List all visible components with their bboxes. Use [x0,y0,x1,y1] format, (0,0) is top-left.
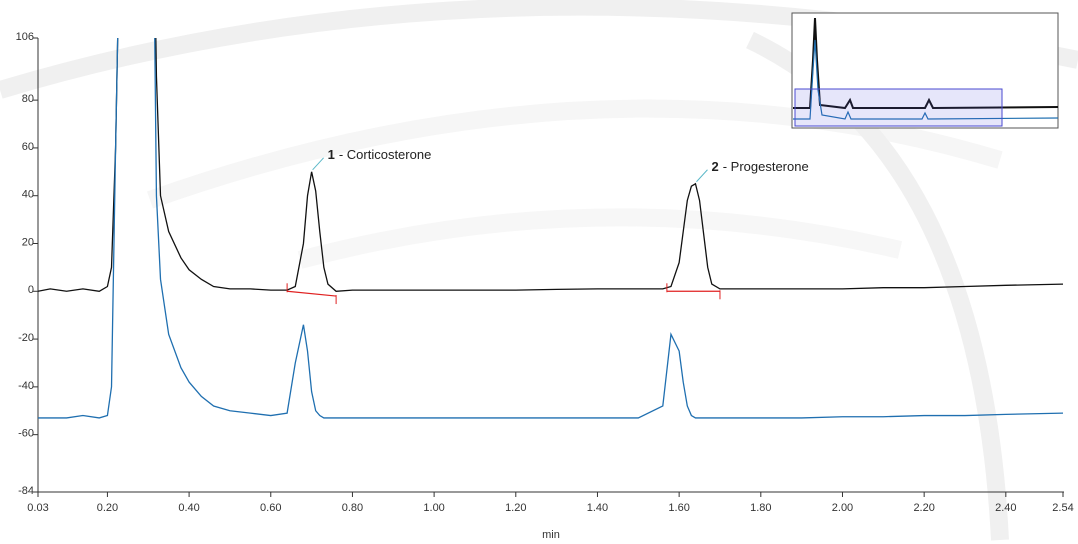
x-tick-label: 2.40 [995,502,1016,514]
y-tick-label: -60 [18,428,34,440]
y-tick-label: 60 [22,141,34,153]
annotation-connector [312,157,324,171]
series-line [38,38,1064,419]
y-tick-label: 80 [22,93,34,105]
x-tick-label: 1.20 [505,502,526,514]
y-tick-label: 106 [16,31,34,43]
inset-line [793,39,1059,120]
x-tick-label: 1.00 [423,502,444,514]
x-tick-label: 0.80 [342,502,363,514]
x-axis-label: min [542,529,560,541]
y-tick-label: 0 [28,284,34,296]
x-tick-label: 1.60 [668,502,689,514]
integration-baseline [287,290,337,297]
y-tick-label: -84 [18,485,34,497]
peak-name: - Progesterone [723,159,809,174]
peak-name: - Corticosterone [339,147,431,162]
overview-inset [791,12,1059,129]
x-tick-label: 1.40 [587,502,608,514]
x-tick-label: 1.80 [750,502,771,514]
x-tick-label: 2.00 [832,502,853,514]
x-tick-label: 0.40 [178,502,199,514]
x-tick-label: 0.03 [27,502,48,514]
peak-number: 2 [711,159,718,174]
arc [146,99,1003,209]
y-tick-label: -40 [18,380,34,392]
y-tick-label: 20 [22,236,34,248]
x-tick-label: 0.20 [97,502,118,514]
x-tick-label: 2.54 [1052,502,1073,514]
annotation: 2 - Progesterone [711,159,808,174]
x-tick-label: 2.20 [913,502,934,514]
x-tick-label: 0.60 [260,502,281,514]
arc [297,208,903,269]
plot-area [38,38,1064,419]
series-line [38,38,1064,292]
annotation-connector [696,169,708,183]
inset-window [794,88,1003,127]
inset-line [793,17,1059,110]
annotation: 1 - Corticosterone [328,147,432,162]
peak-number: 1 [328,147,335,162]
y-tick-label: 40 [22,189,34,201]
y-tick-label: -20 [18,332,34,344]
